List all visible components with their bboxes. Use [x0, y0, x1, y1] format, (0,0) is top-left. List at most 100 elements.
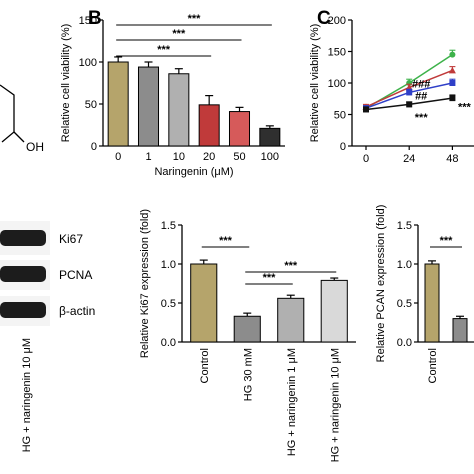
chart-d-sig-label: *** [284, 260, 298, 272]
chart-c-ytick-label: 50 [334, 110, 346, 122]
chart-c-point [448, 66, 456, 74]
chart-c-point [449, 51, 456, 58]
chart-b-bar [107, 61, 129, 147]
chart-c-xticks: 0 24 48 [363, 146, 459, 165]
chart-d-significance: *** *** *** [201, 235, 337, 285]
chart-c-ytick-label: 100 [328, 78, 346, 90]
chart-c-yticks: 0 50 100 150 200 [328, 15, 352, 153]
chart-b-xlabel: Naringenin (μM) [154, 166, 233, 178]
chart-c-annotation: ### [412, 79, 430, 91]
chart-d-bar [320, 279, 348, 343]
chart-b-bar [137, 66, 160, 147]
chart-e-bar [424, 263, 440, 343]
chart-b-ytick-label: 150 [79, 15, 97, 27]
panel-label-b: B [88, 8, 102, 29]
chart-b-xticks: 0 1 10 20 50 100 [115, 151, 279, 163]
chart-b-ytick-label: 0 [91, 141, 97, 153]
chart-e-ytick-label: 0.0 [397, 337, 412, 349]
chart-c-annotation: ## [415, 91, 427, 103]
chart-d-ytick-label: 1.0 [161, 259, 176, 271]
chart-e-significance: *** [430, 235, 462, 248]
blot-band-ki67 [0, 230, 46, 246]
chart-b-xtick-label: 50 [233, 151, 245, 163]
chart-b-xtick-label: 100 [261, 151, 279, 163]
chart-c-point [406, 101, 413, 108]
chart-d-xtick-label: Control [199, 348, 211, 383]
chart-d: *** *** *** Control HG 30 mM HG + naringenin… [139, 209, 356, 462]
chart-d-sig-label: *** [219, 235, 233, 247]
chart-c-annotations: ##### *** *** [412, 79, 472, 124]
blot-label-pcna: PCNA [59, 268, 92, 282]
chart-d-ylabel: Relative Ki67 expression (fold) [139, 209, 151, 358]
chart-c-ytick-label: 150 [328, 47, 346, 59]
chart-e-xticks: Control [427, 348, 439, 383]
blot-lane-label: HG + naringenin 10 μM [21, 338, 33, 452]
blot-band-pcna [0, 266, 46, 282]
chart-c-lines [362, 49, 456, 113]
chart-b-significance: ********* [116, 13, 272, 57]
chart-d-bar [190, 263, 218, 343]
chart-d-xtick-label: HG 30 mM [242, 348, 254, 401]
chart-b-ylabel: Relative cell viability (%) [60, 24, 72, 143]
chart-d-bar [233, 315, 261, 343]
chart-b-sig-label: *** [172, 28, 186, 40]
chart-b-xtick-label: 1 [145, 151, 151, 163]
chart-b-xtick-label: 10 [173, 151, 185, 163]
structure-oh-bond [13, 131, 25, 143]
panel-label-c: C [317, 8, 331, 29]
chart-c-point [449, 80, 456, 86]
chart-c-xtick-label: 0 [363, 153, 369, 165]
chart-c-ylabel: Relative cell viability (%) [309, 24, 321, 143]
structure-bonds [0, 84, 15, 143]
chart-d-ytick-label: 0.0 [161, 337, 176, 349]
chart-e-yticks: 0.0 0.5 1.0 1.5 [397, 220, 418, 349]
chart-d-xtick-label: HG + naringenin 10 μM [329, 348, 341, 462]
chart-c-point [406, 89, 413, 96]
chart-c-ytick-label: 0 [340, 141, 346, 153]
blot-label-actin: β-actin [59, 304, 95, 318]
chart-c-point [363, 106, 369, 113]
chart-e-bars [424, 263, 468, 343]
chart-b-ytick-label: 100 [79, 57, 97, 69]
chart-b-sig-label: *** [157, 44, 171, 56]
chart-b-bar [198, 104, 220, 147]
chart-d-yticks: 0.0 0.5 1.0 1.5 [161, 220, 182, 349]
chart-b-axes [102, 20, 285, 147]
chart-b-bars [107, 61, 281, 147]
chart-d-bars [190, 263, 348, 343]
chart-d-xticks: Control HG 30 mM HG + naringenin 1 μM HG + … [199, 348, 342, 462]
chart-c-point [449, 95, 456, 102]
chart-e-ytick-label: 1.5 [397, 220, 412, 232]
chart-e-error-bars [428, 260, 464, 319]
chemical-structure: OH [0, 84, 44, 154]
chart-c: ##### *** *** 0 24 48 0 50 100 150 200 Relative … [309, 15, 474, 165]
chart-d-xtick-label: HG + naringenin 1 μM [286, 348, 298, 456]
oh-label: OH [26, 140, 44, 154]
chart-b-sig-label: *** [188, 13, 202, 25]
chart-d-sig-label: *** [263, 272, 277, 284]
chart-c-annotation: *** [415, 112, 429, 124]
chart-c-ytick-label: 200 [328, 15, 346, 27]
chart-b-error-bars [114, 56, 274, 129]
chart-c-xtick-label: 48 [446, 153, 458, 165]
chart-e-ylabel: Relative PCAN expression (fold) [375, 205, 387, 363]
chart-b-bar [168, 73, 190, 147]
chart-b-bar [259, 127, 281, 147]
chart-d-error-bars [199, 259, 339, 317]
chart-e-ytick-label: 1.0 [397, 259, 412, 271]
chart-c-xtick-label: 24 [403, 153, 415, 165]
chart-d-ytick-label: 0.5 [161, 298, 176, 310]
chart-b-xtick-label: 20 [203, 151, 215, 163]
chart-e-sig-label: *** [440, 235, 454, 247]
chart-e-bar [452, 318, 468, 343]
chart-b-bar [228, 111, 251, 147]
chart-e: *** Control 0.0 0.5 1.0 1.5 Relative PCAN e… [375, 205, 474, 383]
chart-e-xtick-label: Control [427, 348, 439, 383]
blot-band-actin [0, 302, 46, 318]
blot-label-ki67: Ki67 [59, 232, 83, 246]
chart-c-annotation: *** [458, 101, 472, 113]
western-blot: Ki67 PCNA β-actin HG + naringenin 10 μM [0, 221, 95, 452]
chart-b-yticks: 0 50 100 150 [79, 15, 103, 153]
